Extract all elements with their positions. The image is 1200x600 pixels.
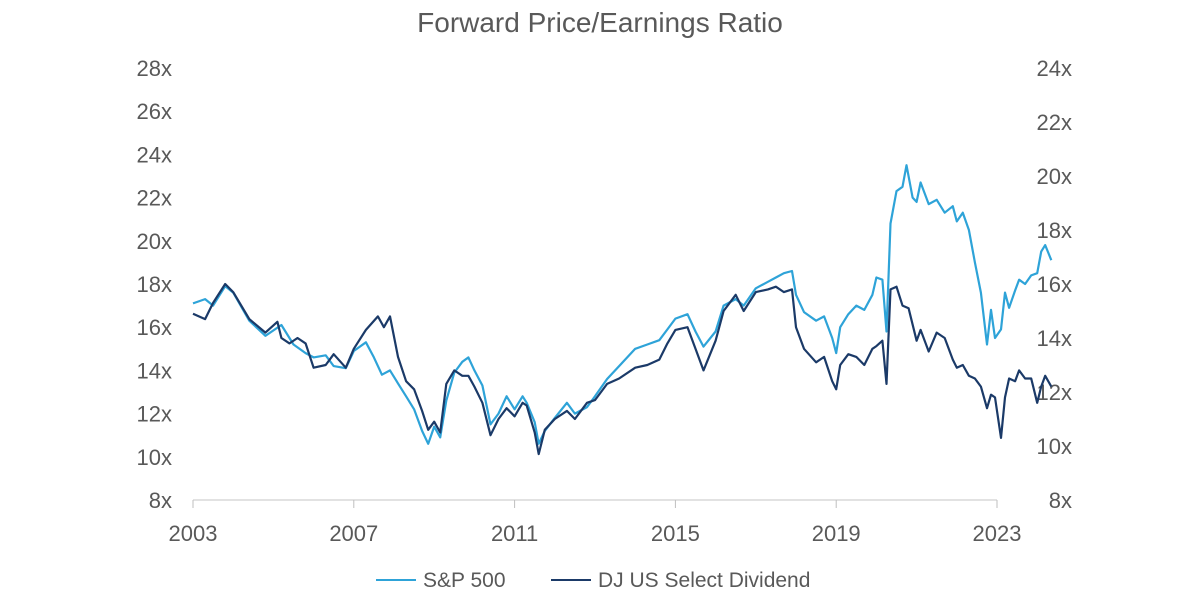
y-left-tick-label: 10x [137,445,172,470]
series-line-dj-select-dividend [192,282,1053,456]
y-left-tick-label: 18x [137,272,172,297]
legend: S&P 500 DJ US Select Dividend [376,569,810,592]
x-tick-label: 2007 [329,521,378,546]
y-left-tick-label: 22x [137,186,172,211]
y-left-tick-label: 20x [137,229,172,254]
series-line-sp500 [192,164,1053,445]
x-tick-label: 2003 [169,521,218,546]
y-left-tick-label: 26x [137,99,172,124]
chart-title: Forward Price/Earnings Ratio [417,7,783,38]
y-left-tick-label: 14x [137,358,172,383]
x-tick-label: 2023 [973,521,1022,546]
legend-label-sp500: S&P 500 [423,569,506,592]
y-right-tick-label: 22x [1037,110,1072,135]
y-left-tick-label: 16x [137,315,172,340]
y-right-tick-label: 10x [1037,434,1072,459]
y-right-tick-label: 20x [1037,164,1072,189]
y-left-tick-labels: 28x 26x 24x 22x 20x 18x 16x 14x 12x 10x 8x [137,56,172,513]
y-left-tick-label: 24x [137,142,172,167]
y-right-tick-label: 14x [1037,326,1072,351]
y-left-tick-label: 8x [149,488,172,513]
x-tick-label: 2019 [812,521,861,546]
legend-label-dj-select-dividend: DJ US Select Dividend [598,569,810,592]
x-tick-labels: 2003 2007 2011 2015 2019 2023 [169,500,1022,546]
y-right-tick-label: 8x [1049,488,1072,513]
series-lines [192,164,1053,456]
y-left-tick-label: 12x [137,402,172,427]
y-right-tick-label: 18x [1037,218,1072,243]
y-right-tick-label: 24x [1037,56,1072,81]
x-tick-label: 2011 [491,521,538,546]
y-left-tick-label: 28x [137,56,172,81]
y-right-tick-label: 16x [1037,272,1072,297]
x-tick-label: 2015 [651,521,700,546]
